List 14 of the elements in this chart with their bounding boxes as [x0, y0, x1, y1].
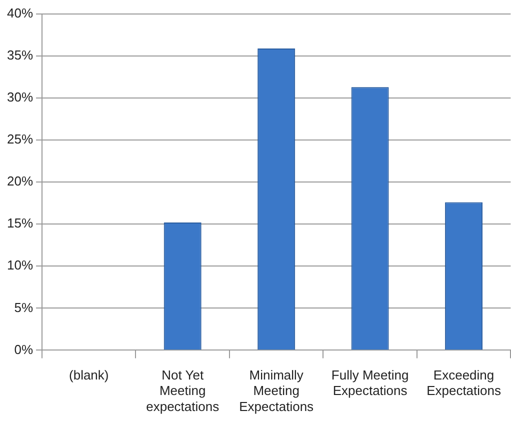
y-tick-label: 0% [14, 342, 34, 357]
x-tick-label: (blank) [69, 368, 109, 383]
y-tick-label: 10% [6, 258, 34, 273]
y-tick-label: 40% [6, 6, 34, 21]
y-tick-label: 35% [6, 48, 34, 63]
y-tick-label: 15% [6, 216, 34, 231]
x-tick-label: Fully Meeting Expectations [331, 368, 409, 398]
y-tick-label: 30% [6, 90, 34, 105]
y-tick-label: 5% [14, 300, 34, 315]
y-tick-label: 25% [6, 132, 34, 147]
x-tick-label: Exceeding Expectations [426, 368, 502, 398]
x-tick-label: Not Yet Meeting expectations [146, 368, 220, 414]
x-tick-label: Minimally Meeting Expectations [239, 368, 314, 414]
y-tick-label: 20% [6, 174, 34, 189]
